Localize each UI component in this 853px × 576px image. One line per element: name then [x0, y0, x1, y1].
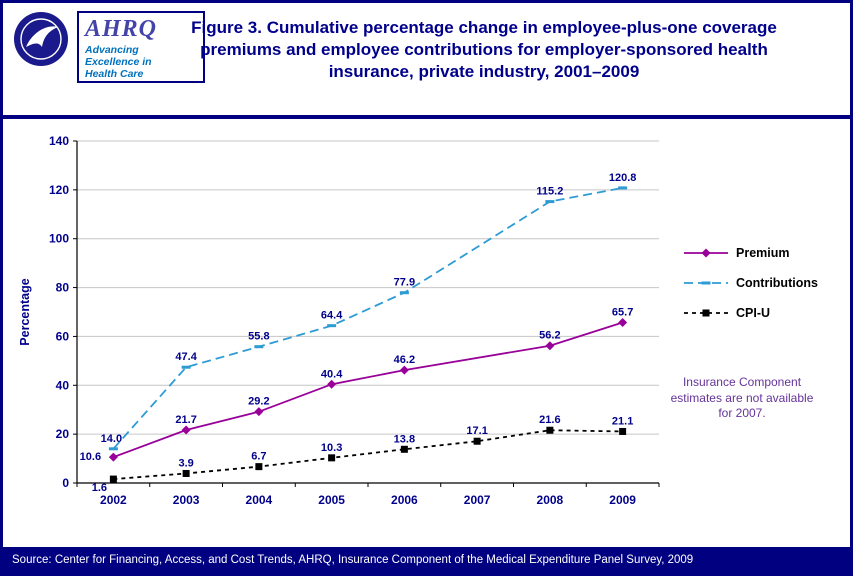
- svg-text:Percentage: Percentage: [18, 278, 32, 345]
- legend-item-cpi-u: CPI-U: [683, 306, 818, 320]
- svg-text:21.6: 21.6: [539, 414, 560, 426]
- svg-text:65.7: 65.7: [612, 307, 633, 319]
- svg-text:14.0: 14.0: [101, 433, 122, 445]
- legend-label: Premium: [736, 246, 790, 260]
- svg-text:29.2: 29.2: [248, 396, 269, 408]
- header-divider: [3, 115, 850, 119]
- svg-text:47.4: 47.4: [175, 351, 197, 363]
- svg-text:21.1: 21.1: [612, 415, 633, 427]
- svg-text:2009: 2009: [609, 493, 636, 507]
- svg-text:46.2: 46.2: [394, 354, 415, 366]
- svg-text:2002: 2002: [100, 493, 127, 507]
- chart-note: Insurance Component estimates are not av…: [670, 375, 814, 421]
- svg-text:140: 140: [49, 134, 69, 148]
- svg-text:17.1: 17.1: [466, 425, 487, 437]
- svg-text:40.4: 40.4: [321, 368, 343, 380]
- svg-text:6.7: 6.7: [251, 451, 266, 463]
- svg-text:2006: 2006: [391, 493, 418, 507]
- svg-text:60: 60: [56, 329, 70, 343]
- svg-text:2004: 2004: [246, 493, 273, 507]
- ahrq-tagline: Advancing Excellence in Health Care: [85, 44, 152, 81]
- legend-swatch-icon: [684, 248, 728, 258]
- svg-text:0: 0: [62, 476, 69, 490]
- svg-text:10.6: 10.6: [80, 451, 101, 463]
- ahrq-logo: AHRQ Advancing Excellence in Health Care: [77, 11, 205, 83]
- svg-text:120: 120: [49, 183, 69, 197]
- svg-text:2003: 2003: [173, 493, 200, 507]
- source-text: Source: Center for Financing, Access, an…: [12, 554, 694, 566]
- line-chart: 0 20 40 60 80 100 120 140 2002 2003 2004 2005 2006 20…: [18, 134, 660, 507]
- hhs-logo-icon: [14, 12, 68, 66]
- svg-text:40: 40: [56, 378, 70, 392]
- legend-item-contributions: Contributions: [683, 276, 818, 290]
- legend-item-premium: Premium: [683, 246, 818, 260]
- svg-text:10.3: 10.3: [321, 442, 342, 454]
- legend-swatch-icon: [684, 309, 728, 317]
- source-bar: Source: Center for Financing, Access, an…: [3, 547, 850, 573]
- svg-text:100: 100: [49, 232, 69, 246]
- legend-label: CPI-U: [736, 306, 771, 320]
- logo-group: AHRQ Advancing Excellence in Health Care: [13, 11, 205, 83]
- svg-text:77.9: 77.9: [394, 277, 415, 289]
- svg-text:115.2: 115.2: [536, 186, 563, 198]
- svg-text:1.6: 1.6: [92, 482, 107, 494]
- legend-label: Contributions: [736, 276, 818, 290]
- svg-text:64.4: 64.4: [321, 310, 343, 322]
- svg-text:56.2: 56.2: [539, 330, 560, 342]
- svg-text:55.8: 55.8: [248, 331, 269, 343]
- svg-text:21.7: 21.7: [175, 414, 196, 426]
- header: AHRQ Advancing Excellence in Health Care…: [3, 3, 850, 115]
- svg-text:120.8: 120.8: [609, 172, 637, 184]
- legend-swatch-icon: [684, 281, 728, 285]
- svg-text:2008: 2008: [537, 493, 564, 507]
- svg-text:2005: 2005: [318, 493, 345, 507]
- svg-text:2007: 2007: [464, 493, 491, 507]
- svg-text:80: 80: [56, 281, 70, 295]
- chart-legend: Premium Contributions CPI-U: [683, 246, 818, 336]
- svg-text:13.8: 13.8: [394, 433, 415, 445]
- figure-title: Figure 3. Cumulative percentage change i…: [191, 18, 777, 82]
- svg-text:20: 20: [56, 427, 70, 441]
- svg-text:3.9: 3.9: [178, 457, 193, 469]
- ahrq-acronym: AHRQ: [85, 16, 158, 42]
- chart-area: 0 20 40 60 80 100 120 140 2002 2003 2004 2005 2006 20…: [13, 127, 677, 550]
